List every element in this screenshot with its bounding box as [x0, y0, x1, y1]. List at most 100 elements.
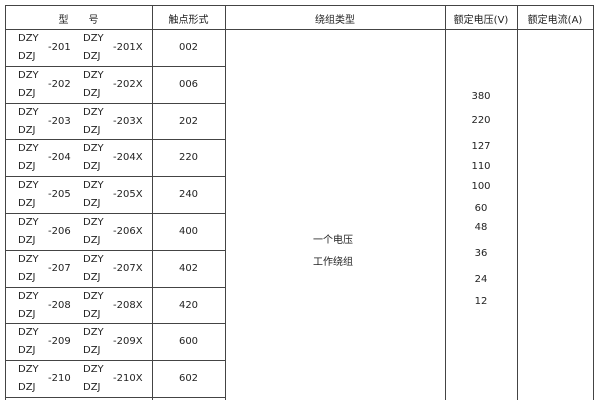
contact-form: 220 [178, 152, 199, 164]
model-d: DZJ [83, 87, 101, 99]
table-row: DZY DZJ -209 DZY DZJ -209X 600 [5, 323, 225, 360]
model-a: DZY [18, 290, 39, 302]
model-a: DZY [18, 364, 39, 376]
model-a: DZY [18, 217, 39, 228]
table-row: DZY DZJ -201 DZY DZJ -201X 002 [5, 29, 225, 66]
voltage-value: 48 [474, 222, 488, 233]
model-c: DZY [83, 217, 104, 228]
model-d: DZJ [83, 198, 101, 210]
voltage-value: 110 [471, 161, 491, 172]
model-b: DZJ [18, 345, 36, 357]
model-n2: -206X [113, 226, 143, 237]
model-d: DZJ [83, 161, 101, 173]
contact-form: 240 [178, 189, 199, 201]
model-d: DZJ [83, 51, 101, 62]
model-c: DZY [83, 33, 104, 44]
model-c: DZY [83, 180, 104, 192]
model-c: DZY [83, 290, 104, 302]
contact-form: 600 [178, 336, 199, 348]
row-divider [5, 213, 225, 214]
model-a: DZY [18, 327, 39, 339]
model-n1: -210 [48, 373, 71, 385]
model-n1: -209 [48, 336, 71, 348]
table-row: DZY DZJ -206 DZY DZJ -206X 400 [5, 213, 225, 250]
model-a: DZY [18, 143, 39, 155]
model-a: DZY [18, 106, 39, 118]
model-d: DZJ [83, 271, 101, 283]
model-n1: -208 [48, 299, 71, 311]
contact-form: 402 [178, 262, 199, 274]
model-a: DZY [18, 253, 39, 265]
voltage-value: 100 [471, 181, 491, 192]
winding-line1: 一个电压 [313, 235, 353, 246]
winding-line2: 工作绕组 [313, 257, 353, 268]
contact-form: 602 [178, 373, 199, 385]
header-winding: 绕组类型 [315, 15, 355, 26]
model-c: DZY [83, 106, 104, 118]
model-n2: -207X [113, 262, 143, 274]
row-divider [5, 102, 225, 104]
model-d: DZJ [83, 308, 101, 320]
model-b: DZJ [18, 161, 36, 173]
model-d: DZJ [83, 124, 101, 136]
model-b: DZJ [18, 124, 36, 136]
model-n1: -206 [48, 226, 71, 237]
model-n2: -201X [113, 42, 143, 53]
voltage-value: 60 [474, 203, 488, 214]
table-row: DZY DZJ -208 DZY DZJ -208X 420 [5, 287, 225, 324]
model-c: DZY [83, 364, 104, 376]
contact-form: 002 [178, 42, 199, 53]
voltage-value: 220 [471, 115, 491, 126]
model-n1: -207 [48, 262, 71, 274]
model-n2: -208X [113, 299, 143, 311]
model-c: DZY [83, 143, 104, 155]
model-b: DZJ [18, 51, 36, 62]
row-divider [5, 139, 225, 141]
voltage-value: 36 [474, 248, 488, 259]
header-contact: 触点形式 [168, 15, 209, 26]
model-a: DZY [18, 69, 39, 81]
table-row: DZY DZJ -210 DZY DZJ -210X 602 [5, 360, 225, 397]
model-c: DZY [83, 327, 104, 339]
header-model: 型 号 [58, 15, 99, 26]
model-n2: -204X [113, 152, 143, 164]
voltage-value: 24 [474, 274, 488, 285]
header-current: 额定电流(A) [527, 15, 583, 26]
row-divider [5, 65, 225, 67]
model-n2: -210X [113, 373, 143, 385]
table-row: DZY DZJ -203 DZY DZJ -203X 202 [5, 103, 225, 140]
model-n1: -201 [48, 42, 71, 53]
model-d: DZJ [83, 345, 101, 357]
contact-form: 400 [178, 226, 199, 237]
model-b: DZJ [18, 235, 36, 246]
model-n1: -202 [48, 78, 71, 90]
model-d: DZJ [83, 382, 101, 394]
model-n2: -202X [113, 78, 143, 90]
table-row: DZY DZJ -205 DZY DZJ -205X 240 [5, 176, 225, 213]
model-b: DZJ [18, 271, 36, 283]
voltage-value: 127 [471, 141, 491, 152]
model-n1: -205 [48, 189, 71, 201]
model-n1: -204 [48, 152, 71, 164]
row-divider [5, 323, 225, 325]
model-n2: -209X [113, 336, 143, 348]
voltage-value: 12 [474, 296, 488, 307]
model-n2: -205X [113, 189, 143, 201]
model-c: DZY [83, 253, 104, 265]
model-n1: -203 [48, 115, 71, 127]
row-divider [5, 360, 225, 362]
model-a: DZY [18, 33, 39, 44]
contact-form: 202 [178, 115, 199, 127]
table-row: DZY DZJ -207 DZY DZJ -207X 402 [5, 250, 225, 287]
model-b: DZJ [18, 308, 36, 320]
model-a: DZY [18, 180, 39, 192]
row-divider [5, 286, 225, 288]
header-voltage: 额定电压(V) [453, 15, 509, 26]
row-divider [5, 176, 225, 178]
contact-form: 420 [178, 299, 199, 311]
table-row: DZY DZJ -202 DZY DZJ -202X 006 [5, 66, 225, 103]
model-d: DZJ [83, 235, 101, 246]
table-row: DZY DZJ -204 DZY DZJ -204X 220 [5, 139, 225, 176]
contact-form: 006 [178, 78, 199, 90]
row-divider [5, 249, 225, 251]
